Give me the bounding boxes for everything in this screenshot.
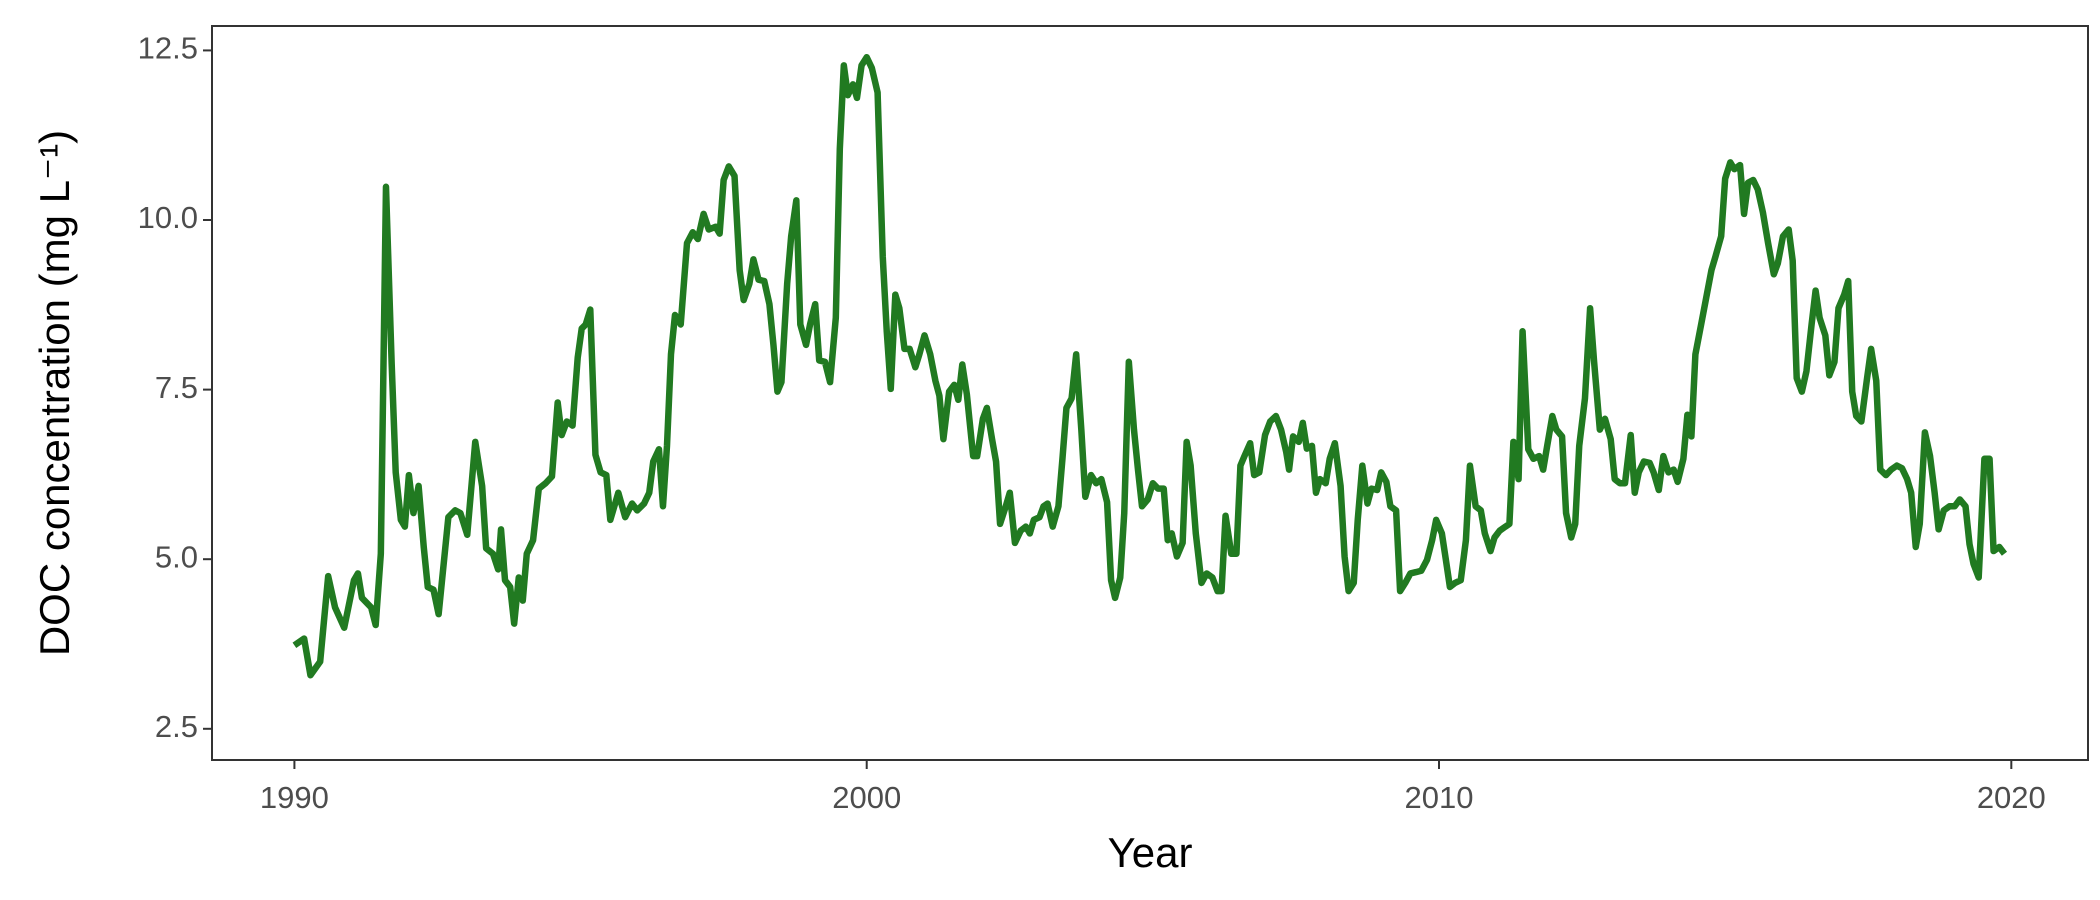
y-tick-label: 7.5 — [155, 370, 198, 405]
x-tick-label: 2010 — [1405, 780, 1474, 815]
x-tick-label: 1990 — [260, 780, 329, 815]
y-tick-label: 5.0 — [155, 539, 198, 574]
data-line — [292, 53, 2008, 679]
y-axis-title: DOC concentration (mg L⁻¹) — [31, 130, 78, 656]
plot-border — [211, 25, 2089, 761]
y-tick-label: 2.5 — [155, 709, 198, 744]
x-tick-label: 2020 — [1977, 780, 2046, 815]
y-tick-label: 10.0 — [138, 200, 198, 235]
y-tick-label: 12.5 — [138, 31, 198, 66]
x-axis-title: Year — [1108, 829, 1193, 876]
x-tick-label: 2000 — [832, 780, 901, 815]
